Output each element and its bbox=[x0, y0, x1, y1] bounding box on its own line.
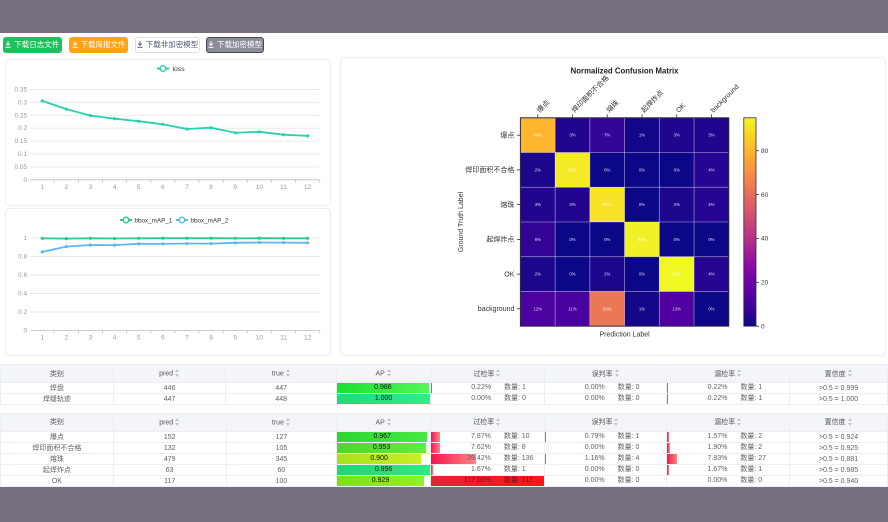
svg-text:0.4: 0.4 bbox=[18, 291, 27, 298]
svg-text:6: 6 bbox=[160, 183, 164, 190]
svg-text:11%: 11% bbox=[568, 307, 576, 312]
svg-text:95%: 95% bbox=[672, 272, 681, 277]
svg-text:92%: 92% bbox=[568, 168, 577, 173]
svg-text:5: 5 bbox=[136, 335, 140, 342]
svg-text:11: 11 bbox=[280, 335, 287, 342]
svg-text:2%: 2% bbox=[604, 272, 610, 277]
svg-text:0%: 0% bbox=[639, 202, 645, 207]
svg-text:0%: 0% bbox=[708, 237, 714, 242]
svg-text:2%: 2% bbox=[535, 272, 541, 277]
svg-text:0%: 0% bbox=[674, 237, 680, 242]
svg-text:3%: 3% bbox=[569, 133, 575, 138]
svg-text:4: 4 bbox=[112, 183, 116, 190]
svg-text:熔珠: 熔珠 bbox=[500, 200, 514, 209]
svg-text:12: 12 bbox=[303, 335, 311, 342]
svg-text:6: 6 bbox=[160, 335, 164, 342]
svg-text:4: 4 bbox=[112, 335, 116, 342]
svg-text:93%: 93% bbox=[638, 237, 647, 242]
svg-text:4%: 4% bbox=[708, 202, 714, 207]
svg-text:3%: 3% bbox=[569, 202, 575, 207]
svg-text:起焊炸点: 起焊炸点 bbox=[486, 235, 514, 244]
svg-text:起焊炸点: 起焊炸点 bbox=[639, 89, 665, 115]
svg-text:3%: 3% bbox=[708, 133, 714, 138]
svg-text:0%: 0% bbox=[674, 168, 680, 173]
svg-text:爆点: 爆点 bbox=[500, 131, 514, 140]
svg-text:爆点: 爆点 bbox=[535, 99, 551, 115]
svg-text:1%: 1% bbox=[639, 133, 645, 138]
svg-text:0%: 0% bbox=[604, 168, 610, 173]
svg-text:7: 7 bbox=[185, 183, 189, 190]
svg-text:90%: 90% bbox=[603, 202, 612, 207]
svg-text:6%: 6% bbox=[535, 237, 541, 242]
svg-text:Prediction Label: Prediction Label bbox=[599, 332, 650, 339]
svg-text:4%: 4% bbox=[708, 272, 714, 277]
svg-text:0.15: 0.15 bbox=[14, 138, 27, 145]
svg-text:0.2: 0.2 bbox=[18, 309, 27, 316]
svg-text:40: 40 bbox=[761, 236, 769, 243]
svg-text:焊印面积不合格: 焊印面积不合格 bbox=[570, 74, 611, 115]
svg-text:1: 1 bbox=[40, 183, 44, 190]
svg-text:0.8: 0.8 bbox=[18, 254, 27, 261]
svg-text:0%: 0% bbox=[604, 237, 610, 242]
svg-text:0%: 0% bbox=[569, 272, 575, 277]
svg-text:0: 0 bbox=[761, 324, 765, 331]
svg-text:0.2: 0.2 bbox=[18, 125, 27, 132]
svg-text:background: background bbox=[478, 306, 515, 313]
svg-text:60: 60 bbox=[761, 192, 769, 199]
svg-text:10: 10 bbox=[255, 335, 263, 342]
svg-text:bbox_mAP_2: bbox_mAP_2 bbox=[190, 218, 228, 225]
svg-text:Ground Truth Label: Ground Truth Label bbox=[458, 192, 465, 253]
svg-text:10: 10 bbox=[255, 183, 263, 190]
svg-text:5: 5 bbox=[136, 183, 140, 190]
svg-text:0.1: 0.1 bbox=[18, 151, 27, 158]
svg-text:0%: 0% bbox=[708, 307, 714, 312]
svg-text:熔珠: 熔珠 bbox=[604, 99, 620, 115]
svg-text:12%: 12% bbox=[533, 307, 542, 312]
svg-text:0%: 0% bbox=[569, 237, 575, 242]
svg-text:7: 7 bbox=[185, 335, 189, 342]
svg-text:loss: loss bbox=[172, 66, 185, 73]
svg-text:2%: 2% bbox=[674, 202, 680, 207]
svg-text:OK: OK bbox=[675, 102, 687, 114]
svg-text:3%: 3% bbox=[674, 133, 680, 138]
svg-text:Normalized Confusion Matrix: Normalized Confusion Matrix bbox=[571, 67, 680, 76]
svg-text:80%: 80% bbox=[533, 133, 542, 138]
svg-text:bbox_mAP_1: bbox_mAP_1 bbox=[134, 218, 172, 225]
svg-text:20: 20 bbox=[761, 280, 769, 287]
svg-text:8: 8 bbox=[209, 183, 213, 190]
svg-text:0.3: 0.3 bbox=[18, 99, 27, 106]
svg-text:2%: 2% bbox=[535, 168, 541, 173]
svg-text:2: 2 bbox=[64, 335, 68, 342]
svg-text:3%: 3% bbox=[535, 202, 541, 207]
svg-text:3: 3 bbox=[88, 183, 92, 190]
svg-text:焊印面积不合格: 焊印面积不合格 bbox=[465, 166, 514, 175]
svg-text:OK: OK bbox=[504, 272, 514, 279]
svg-text:0.35: 0.35 bbox=[14, 86, 27, 93]
svg-text:9: 9 bbox=[233, 335, 237, 342]
svg-text:1: 1 bbox=[23, 235, 27, 242]
svg-text:0: 0 bbox=[23, 328, 27, 335]
svg-text:0: 0 bbox=[23, 176, 27, 183]
svg-text:9: 9 bbox=[233, 183, 237, 190]
svg-text:63%: 63% bbox=[603, 307, 612, 312]
svg-text:80: 80 bbox=[761, 148, 769, 155]
svg-text:0.25: 0.25 bbox=[14, 112, 27, 119]
svg-text:12: 12 bbox=[303, 183, 311, 190]
svg-text:2: 2 bbox=[64, 183, 68, 190]
svg-text:11: 11 bbox=[280, 183, 287, 190]
svg-text:0%: 0% bbox=[639, 272, 645, 277]
svg-text:0.6: 0.6 bbox=[18, 272, 27, 279]
svg-text:4%: 4% bbox=[708, 168, 714, 173]
svg-text:7%: 7% bbox=[604, 133, 610, 138]
svg-text:0.05: 0.05 bbox=[14, 163, 27, 170]
svg-text:1%: 1% bbox=[639, 307, 645, 312]
svg-text:background: background bbox=[710, 84, 741, 115]
svg-text:8: 8 bbox=[209, 335, 213, 342]
svg-text:3: 3 bbox=[88, 335, 92, 342]
svg-text:13%: 13% bbox=[672, 307, 681, 312]
svg-text:0%: 0% bbox=[639, 168, 645, 173]
svg-text:1: 1 bbox=[40, 335, 44, 342]
